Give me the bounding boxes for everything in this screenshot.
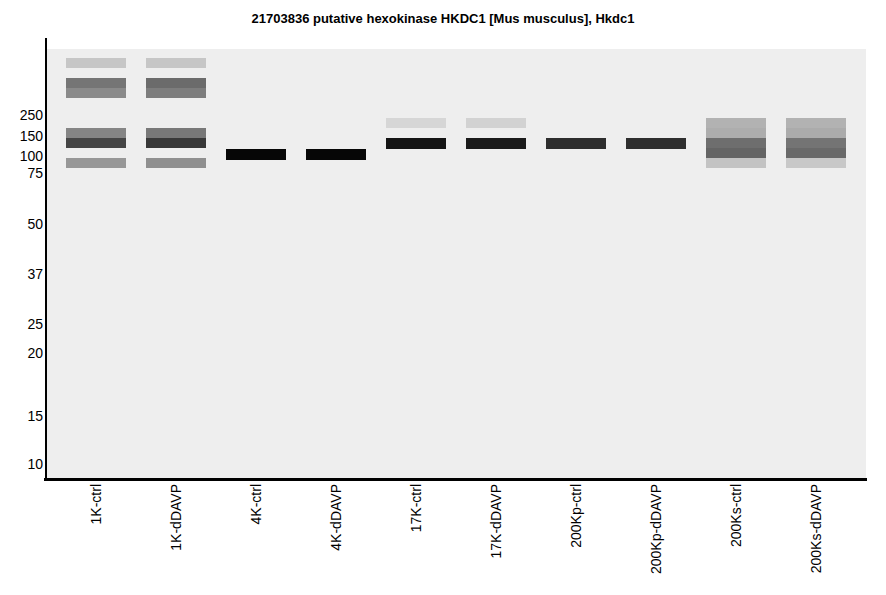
x-axis-lane-label: 200Kp-ctrl: [569, 484, 584, 548]
y-axis-tick-label: 10: [0, 456, 43, 473]
x-axis-lane-label: 200Ks-ctrl: [729, 484, 744, 547]
chart-title: 21703836 putative hexokinase HKDC1 [Mus …: [0, 11, 886, 26]
x-axis-lane-label: 1K-ctrl: [89, 484, 104, 524]
x-axis-line: [44, 478, 867, 481]
x-axis-lane-label: 17K-dDAVP: [489, 484, 504, 558]
y-axis-tick-label: 20: [0, 345, 43, 362]
y-axis-tick-label: 15: [0, 408, 43, 425]
x-axis-lane-label: 200Kp-dDAVP: [649, 484, 664, 574]
x-axis-lane-label: 4K-ctrl: [249, 484, 264, 524]
gel-figure: 21703836 putative hexokinase HKDC1 [Mus …: [0, 0, 886, 595]
y-axis-tick-label: 250: [0, 107, 43, 124]
plot-area: [47, 49, 866, 479]
y-axis-tick-label: 75: [0, 165, 43, 182]
x-axis-lane-label: 17K-ctrl: [409, 484, 424, 532]
y-axis-tick-label: 50: [0, 216, 43, 233]
y-axis-tick-label: 25: [0, 316, 43, 333]
y-axis-tick-label: 150: [0, 128, 43, 145]
x-axis-lane-label: 4K-dDAVP: [329, 484, 344, 551]
y-axis-tick-label: 37: [0, 266, 43, 283]
x-axis-lane-label: 200Ks-dDAVP: [809, 484, 824, 573]
x-axis-lane-label: 1K-dDAVP: [169, 484, 184, 551]
y-axis-line: [45, 38, 47, 481]
y-axis-tick-label: 100: [0, 148, 43, 165]
